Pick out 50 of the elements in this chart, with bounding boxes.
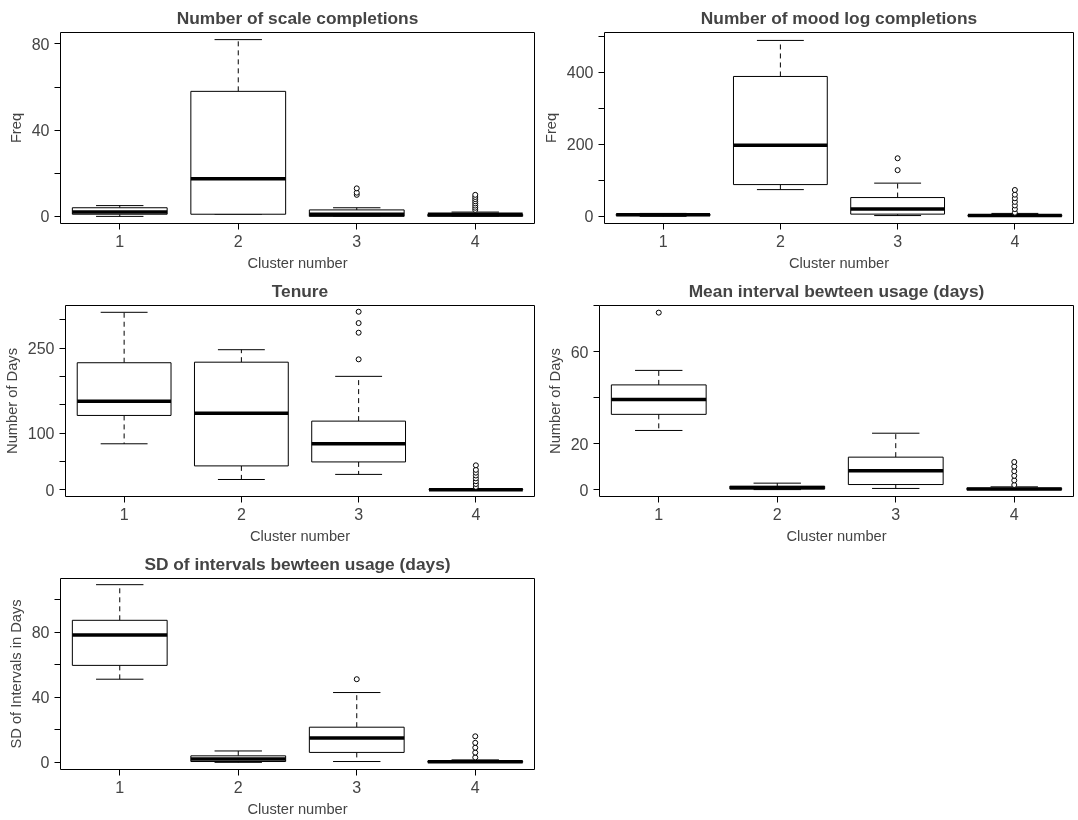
y-tick-label: 0: [584, 208, 594, 226]
x-tick-label: 4: [470, 778, 480, 796]
y-tick-label: 0: [40, 754, 50, 772]
y-tick-label: 250: [27, 340, 55, 358]
x-tick-label: 4: [1009, 505, 1019, 523]
chart-title: Number of scale completions: [176, 7, 419, 28]
y-tick-label: 200: [566, 136, 594, 154]
x-axis-title: Cluster number: [249, 527, 351, 544]
x-tick-label: 1: [654, 505, 664, 523]
chart-title: Tenure: [271, 280, 329, 301]
y-tick-label: 80: [31, 35, 50, 53]
y-tick-label: 60: [570, 343, 589, 361]
y-tick-label: 40: [31, 689, 50, 707]
x-tick-label: 2: [775, 232, 785, 250]
chart-title: Number of mood log completions: [700, 7, 978, 28]
y-axis-title: Freq: [542, 112, 559, 144]
x-axis-title: Cluster number: [247, 254, 348, 271]
x-tick-label: 3: [352, 778, 362, 796]
x-tick-label: 2: [233, 232, 243, 250]
x-axis-title: Cluster number: [247, 800, 348, 817]
x-axis-title: Cluster number: [786, 527, 887, 544]
x-tick-label: 4: [470, 232, 480, 250]
y-tick-label: 100: [27, 425, 55, 443]
chart-title: SD of intervals bewteen usage (days): [144, 553, 451, 574]
y-axis-title: Number of Days: [3, 348, 20, 454]
x-tick-label: 4: [471, 505, 481, 523]
x-tick-label: 3: [352, 232, 362, 250]
x-tick-label: 1: [119, 505, 129, 523]
y-tick-label: 0: [40, 208, 50, 226]
y-tick-label: 40: [31, 122, 50, 140]
x-tick-label: 3: [891, 505, 901, 523]
x-tick-label: 3: [354, 505, 364, 523]
chart-title: Mean interval bewteen usage (days): [688, 280, 985, 301]
y-tick-label: 80: [31, 624, 50, 642]
y-axis-title: Freq: [7, 112, 24, 144]
x-tick-label: 1: [658, 232, 668, 250]
x-tick-label: 2: [772, 505, 782, 523]
x-tick-label: 4: [1010, 232, 1020, 250]
x-tick-label: 3: [893, 232, 903, 250]
x-tick-label: 2: [233, 778, 243, 796]
y-axis-title: Number of Days: [546, 348, 563, 454]
y-tick-label: 400: [566, 64, 594, 82]
x-tick-label: 2: [236, 505, 246, 523]
x-tick-label: 1: [115, 232, 125, 250]
x-axis-title: Cluster number: [788, 254, 890, 271]
y-tick-label: 0: [45, 481, 55, 499]
y-axis-title: SD of Intervals in Days: [7, 599, 24, 749]
y-tick-label: 0: [579, 481, 589, 499]
x-tick-label: 1: [115, 778, 125, 796]
y-tick-label: 20: [570, 435, 589, 453]
